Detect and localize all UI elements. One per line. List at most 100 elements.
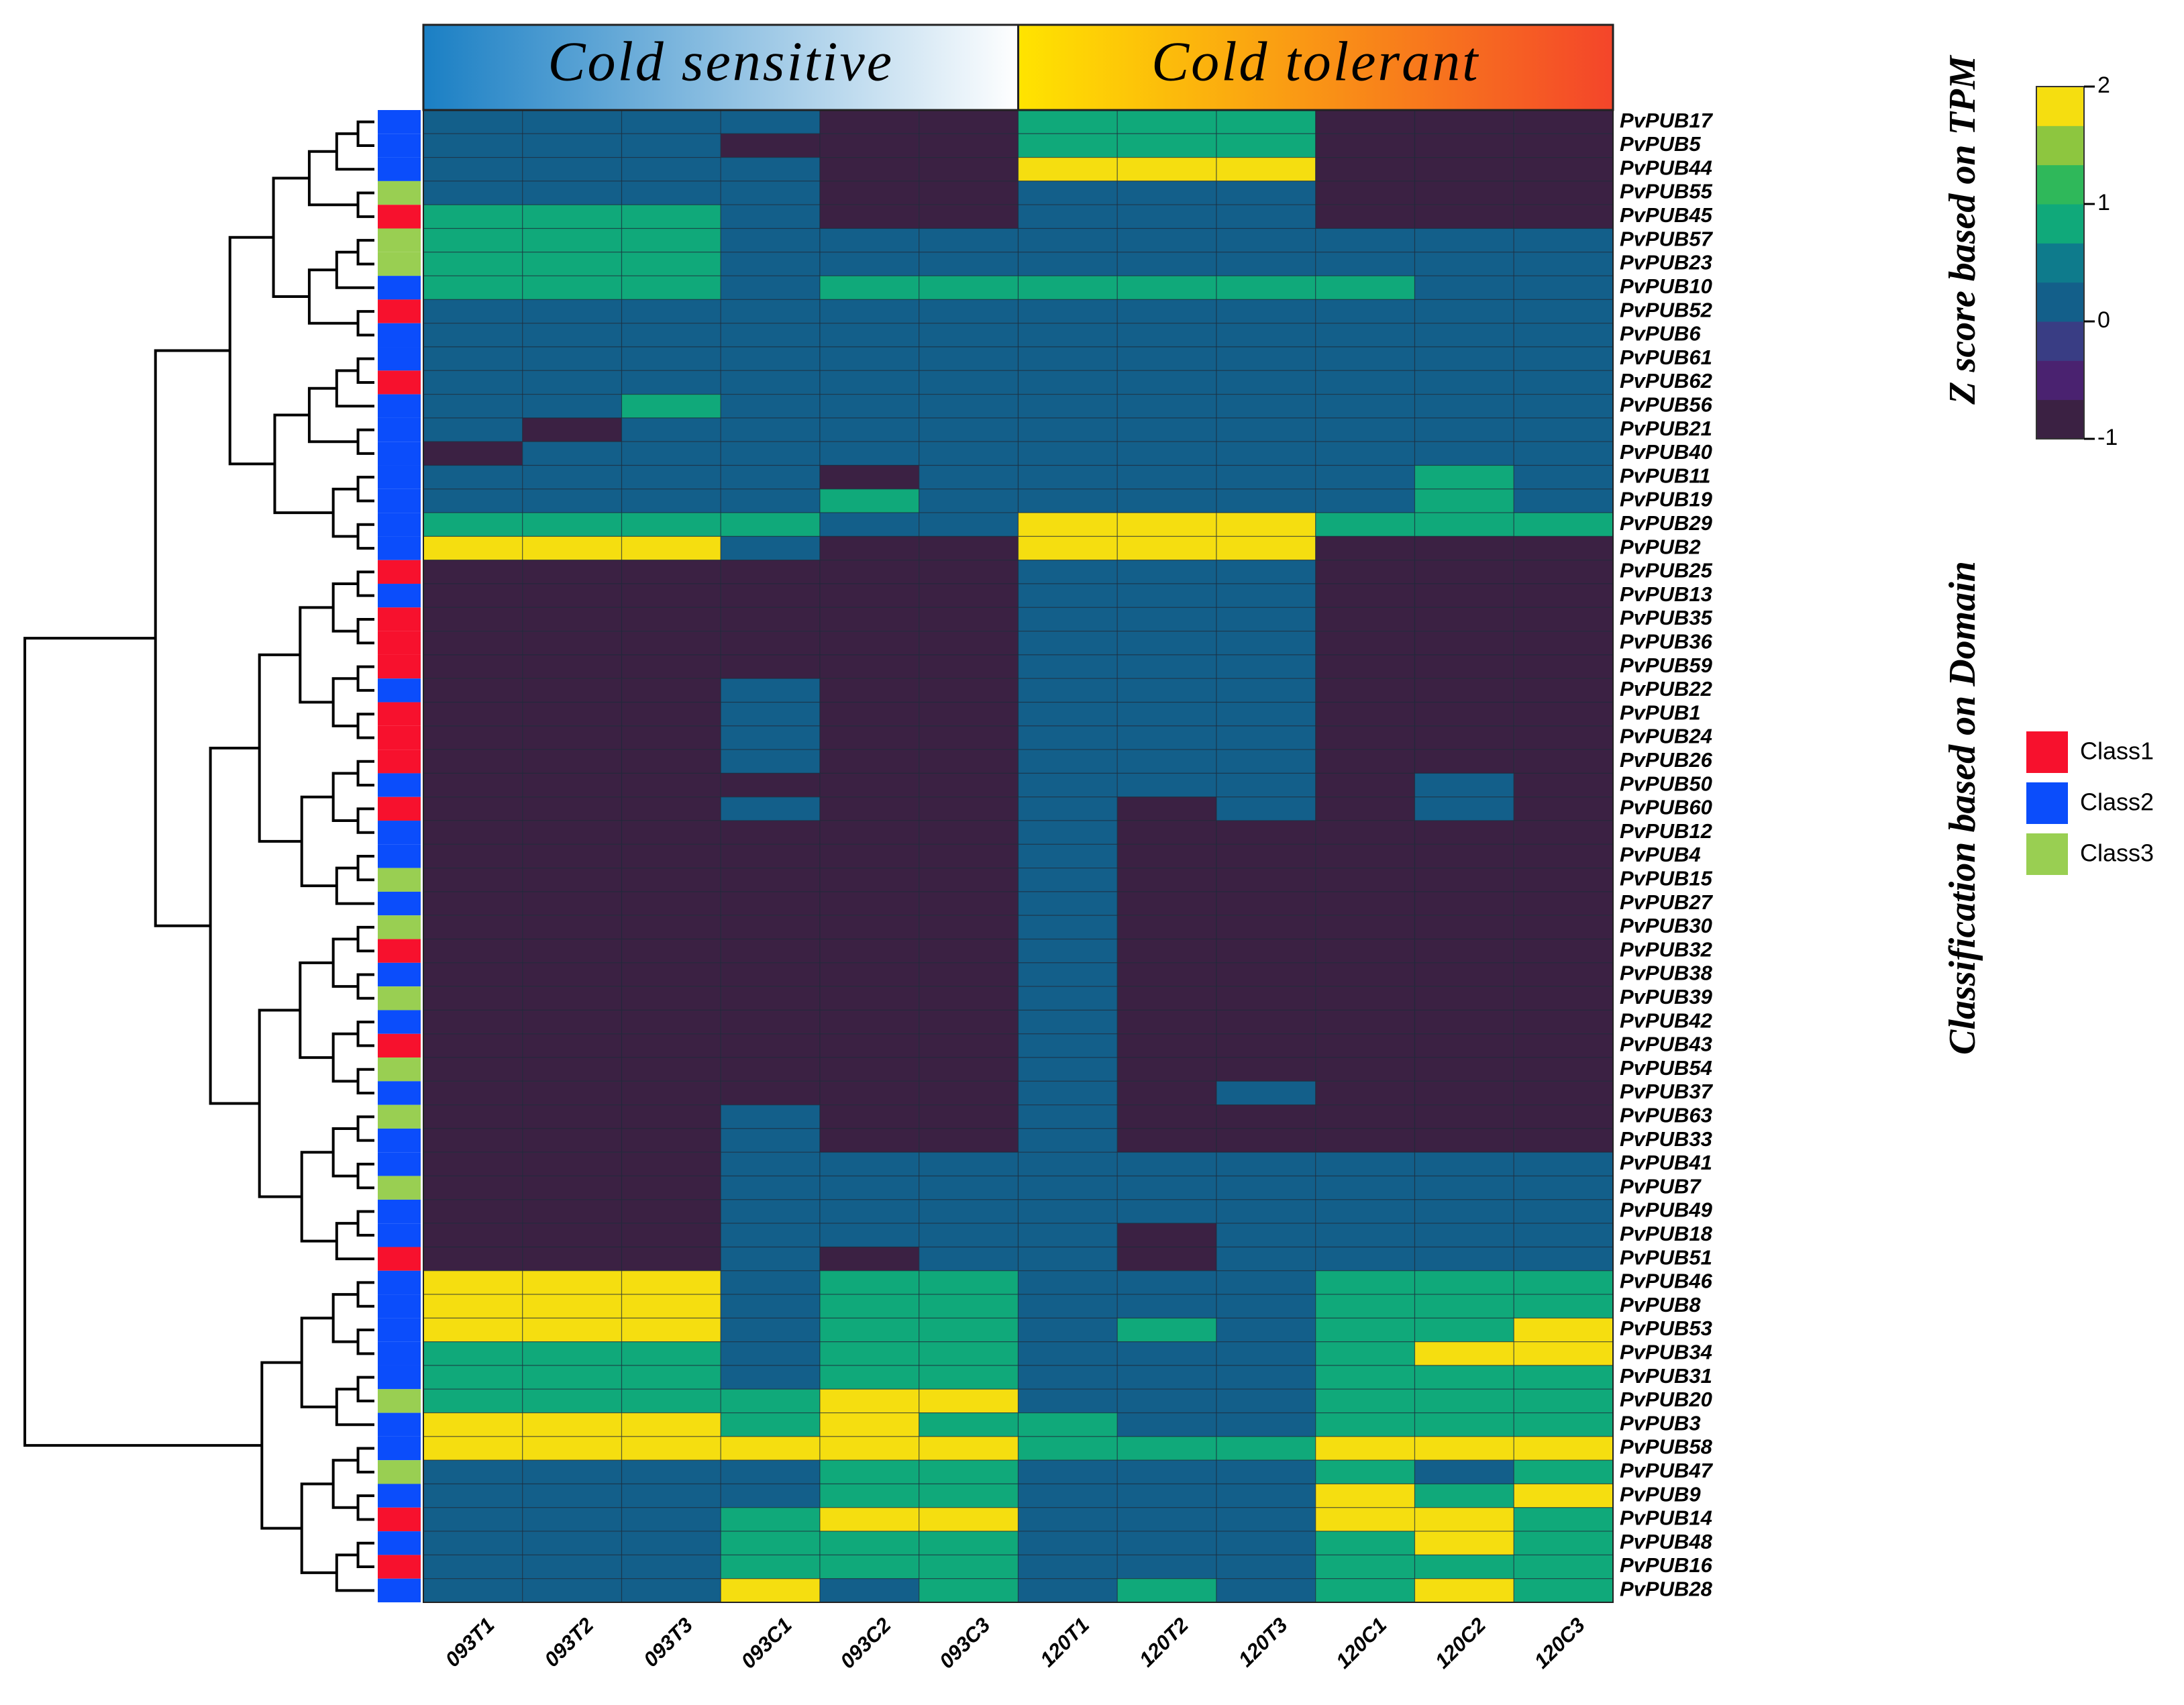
heatmap-cell [1414,1223,1514,1248]
heatmap-cell [621,252,721,276]
row-label: PvPUB59 [1620,654,1713,677]
column-label: 093T3 [639,1613,697,1671]
heatmap-cell [819,1151,920,1177]
heatmap-cell [1315,1104,1416,1129]
heatmap-cell [1414,394,1514,419]
class-cell [378,417,421,442]
heatmap-cell [423,560,523,584]
heatmap-cell [1017,1294,1118,1319]
class-legend-swatch [2026,833,2068,875]
heatmap-cell [919,535,1019,561]
heatmap-cell [919,1388,1019,1414]
row-label: PvPUB19 [1620,488,1713,511]
heatmap-cell [1216,227,1316,253]
heatmap-cell [720,441,821,466]
heatmap-cell [522,252,623,276]
heatmap-cell [1116,275,1217,301]
dendrogram-branch [356,428,374,455]
heatmap-cell [621,725,721,750]
heatmap-cell [1513,631,1614,656]
colorbar-title: Z score based on TPM [1942,54,1983,405]
heatmap-cell [1315,772,1416,798]
heatmap-cell [522,701,623,727]
class-cell [378,1389,421,1413]
dendrogram-branch [299,606,333,704]
heatmap-cell [819,1578,920,1603]
heatmap-cell [1216,701,1316,727]
heatmap-cell [621,1246,721,1272]
heatmap-cell [1116,1317,1217,1343]
heatmap-cell [720,868,821,892]
heatmap-cell [819,275,920,301]
heatmap-cell [919,1507,1019,1532]
heatmap-cell [1017,252,1118,276]
heatmap-cell [1315,1080,1416,1106]
class-cell [378,228,421,252]
heatmap-cell [621,157,721,182]
heatmap-cell [1017,299,1118,324]
heatmap-cell [522,1341,623,1366]
class-cell [378,1436,421,1461]
heatmap-cell [1414,1341,1514,1366]
heatmap-cell [1513,1459,1614,1485]
heatmap-cell [819,560,920,584]
heatmap-cell [1116,1436,1217,1461]
class-cell [378,891,421,916]
heatmap-cell [1116,323,1217,348]
heatmap-cell [720,1009,821,1035]
row-label: PvPUB1 [1620,701,1701,724]
heatmap-cell [423,1578,523,1603]
heatmap-cell [621,1388,721,1414]
heatmap-cell [621,1483,721,1508]
heatmap-cell [919,109,1019,134]
heatmap-cell [1017,607,1118,632]
heatmap-cell [1116,1270,1217,1295]
heatmap-cell [423,607,523,632]
heatmap-cell [919,204,1019,229]
heatmap-cell [423,583,523,608]
heatmap-cell [1017,1246,1118,1272]
heatmap-cell [1116,1223,1217,1248]
heatmap-cell [1216,891,1316,916]
heatmap-cell [1513,1033,1614,1058]
heatmap-cell [1216,370,1316,395]
heatmap-cell [1116,109,1217,134]
heatmap-cell [1017,441,1118,466]
row-label: PvPUB34 [1620,1341,1712,1364]
heatmap-cell [1216,1578,1316,1603]
heatmap-cell [1017,488,1118,513]
heatmap-cell [423,749,523,774]
heatmap-cell [1414,1175,1514,1200]
heatmap-cell [819,323,920,348]
heatmap-cell [1315,417,1416,442]
heatmap-cell [522,1436,623,1461]
heatmap-cell [1513,654,1614,679]
heatmap-cell [423,180,523,205]
heatmap-cell [621,1057,721,1082]
row-label: PvPUB20 [1620,1388,1712,1411]
heatmap-cell [1216,346,1316,371]
heatmap-cell [1414,1436,1514,1461]
heatmap-cell [621,772,721,798]
heatmap-cell [819,1199,920,1224]
heatmap-cell [1315,1175,1416,1200]
heatmap-cell [819,370,920,395]
heatmap-cell [522,1483,623,1508]
heatmap-cell [819,583,920,608]
class-legend-title: Classification based on Domain [1942,561,1983,1055]
heatmap-cell [1216,512,1316,537]
heatmap-cell [720,464,821,490]
heatmap-cell [1017,1175,1118,1200]
row-label: PvPUB40 [1620,440,1712,464]
dendrogram-branch [258,653,302,843]
heatmap-cell [522,1128,623,1153]
heatmap-cell [423,843,523,869]
class-cell [378,442,421,466]
dendrogram-branch [356,1494,374,1521]
dendrogram-branch [356,570,374,597]
heatmap-cell [1116,820,1217,845]
heatmap-cell [621,275,721,301]
row-label: PvPUB2 [1620,535,1701,558]
heatmap-cell [1513,441,1614,466]
heatmap-cell [1414,464,1514,490]
